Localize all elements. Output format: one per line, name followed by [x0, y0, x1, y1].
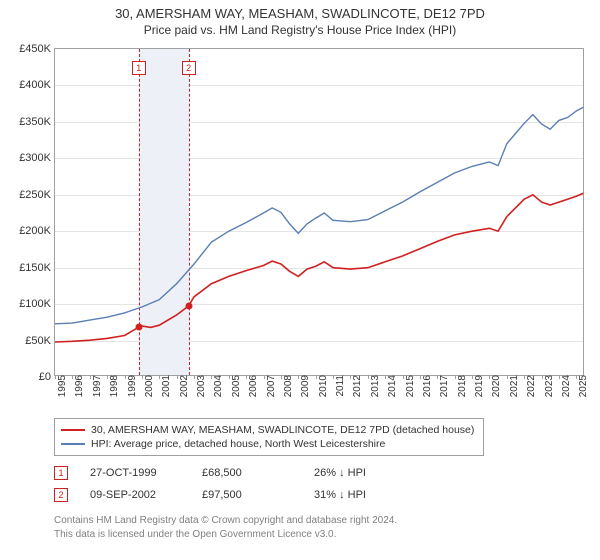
x-tick-label: 2001	[155, 375, 172, 397]
event-row-price: £97,500	[202, 489, 292, 501]
x-tick-label: 2005	[225, 375, 242, 397]
x-tick-label: 1998	[103, 375, 120, 397]
event-row-delta: 31% ↓ HPI	[314, 489, 404, 501]
y-tick-label: £50K	[25, 335, 55, 347]
plot-area: £0£50K£100K£150K£200K£250K£300K£350K£400…	[54, 48, 584, 376]
y-tick-label: £350K	[19, 116, 55, 128]
y-tick-label: £150K	[19, 262, 55, 274]
x-tick-label: 2004	[207, 375, 224, 397]
x-tick-label: 1999	[121, 375, 138, 397]
x-tick-label: 1997	[86, 375, 103, 397]
chart-title: 30, AMERSHAM WAY, MEASHAM, SWADLINCOTE, …	[0, 0, 600, 21]
y-tick-label: £250K	[19, 189, 55, 201]
event-row-price: £68,500	[202, 467, 292, 479]
y-tick-label: £100K	[19, 298, 55, 310]
y-tick-label: £200K	[19, 225, 55, 237]
x-tick-label: 2016	[416, 375, 433, 397]
x-tick-label: 2013	[364, 375, 381, 397]
event-row-date: 09-SEP-2002	[90, 489, 180, 501]
event-dot	[185, 302, 192, 309]
x-tick-label: 2002	[173, 375, 190, 397]
chart-container: 30, AMERSHAM WAY, MEASHAM, SWADLINCOTE, …	[0, 0, 600, 560]
event-row-marker: 2	[54, 488, 68, 502]
license-line-2: This data is licensed under the Open Gov…	[54, 528, 397, 542]
legend-swatch	[61, 429, 85, 431]
x-tick-label: 2010	[312, 375, 329, 397]
legend-label: 30, AMERSHAM WAY, MEASHAM, SWADLINCOTE, …	[91, 424, 474, 436]
x-tick-label: 2009	[294, 375, 311, 397]
x-tick-label: 1995	[51, 375, 68, 397]
x-tick-label: 2022	[520, 375, 537, 397]
x-tick-label: 2008	[277, 375, 294, 397]
legend: 30, AMERSHAM WAY, MEASHAM, SWADLINCOTE, …	[54, 418, 484, 456]
x-tick-label: 2023	[538, 375, 555, 397]
x-tick-label: 1996	[68, 375, 85, 397]
event-table-row: 2 09-SEP-2002 £97,500 31% ↓ HPI	[54, 488, 404, 502]
x-tick-label: 2007	[260, 375, 277, 397]
x-tick-label: 2021	[503, 375, 520, 397]
event-marker: 2	[182, 61, 196, 75]
y-tick-label: £400K	[19, 79, 55, 91]
x-tick-label: 2025	[572, 375, 589, 397]
x-tick-label: 2014	[381, 375, 398, 397]
event-row-delta: 26% ↓ HPI	[314, 467, 404, 479]
x-tick-label: 2015	[399, 375, 416, 397]
legend-label: HPI: Average price, detached house, Nort…	[91, 438, 385, 450]
x-tick-label: 2006	[242, 375, 259, 397]
x-tick-label: 2019	[468, 375, 485, 397]
y-tick-label: £300K	[19, 152, 55, 164]
event-marker: 1	[132, 61, 146, 75]
event-marker-num: 2	[182, 61, 196, 75]
event-marker-num: 1	[132, 61, 146, 75]
x-tick-label: 2020	[485, 375, 502, 397]
legend-swatch	[61, 443, 85, 445]
x-tick-label: 2017	[433, 375, 450, 397]
x-tick-label: 2018	[451, 375, 468, 397]
event-row-date: 27-OCT-1999	[90, 467, 180, 479]
x-tick-label: 2012	[346, 375, 363, 397]
license-line-1: Contains HM Land Registry data © Crown c…	[54, 514, 397, 528]
event-dot	[135, 324, 142, 331]
legend-row: HPI: Average price, detached house, Nort…	[61, 437, 477, 451]
event-row-marker: 1	[54, 466, 68, 480]
x-tick-label: 2011	[329, 375, 346, 397]
license-text: Contains HM Land Registry data © Crown c…	[54, 514, 397, 541]
x-tick-label: 2024	[555, 375, 572, 397]
event-table-row: 1 27-OCT-1999 £68,500 26% ↓ HPI	[54, 466, 404, 480]
chart-subtitle: Price paid vs. HM Land Registry's House …	[0, 21, 600, 43]
x-tick-label: 2000	[138, 375, 155, 397]
x-tick-label: 2003	[190, 375, 207, 397]
series-hpi	[55, 107, 583, 323]
y-tick-label: £450K	[19, 43, 55, 55]
legend-row: 30, AMERSHAM WAY, MEASHAM, SWADLINCOTE, …	[61, 423, 477, 437]
